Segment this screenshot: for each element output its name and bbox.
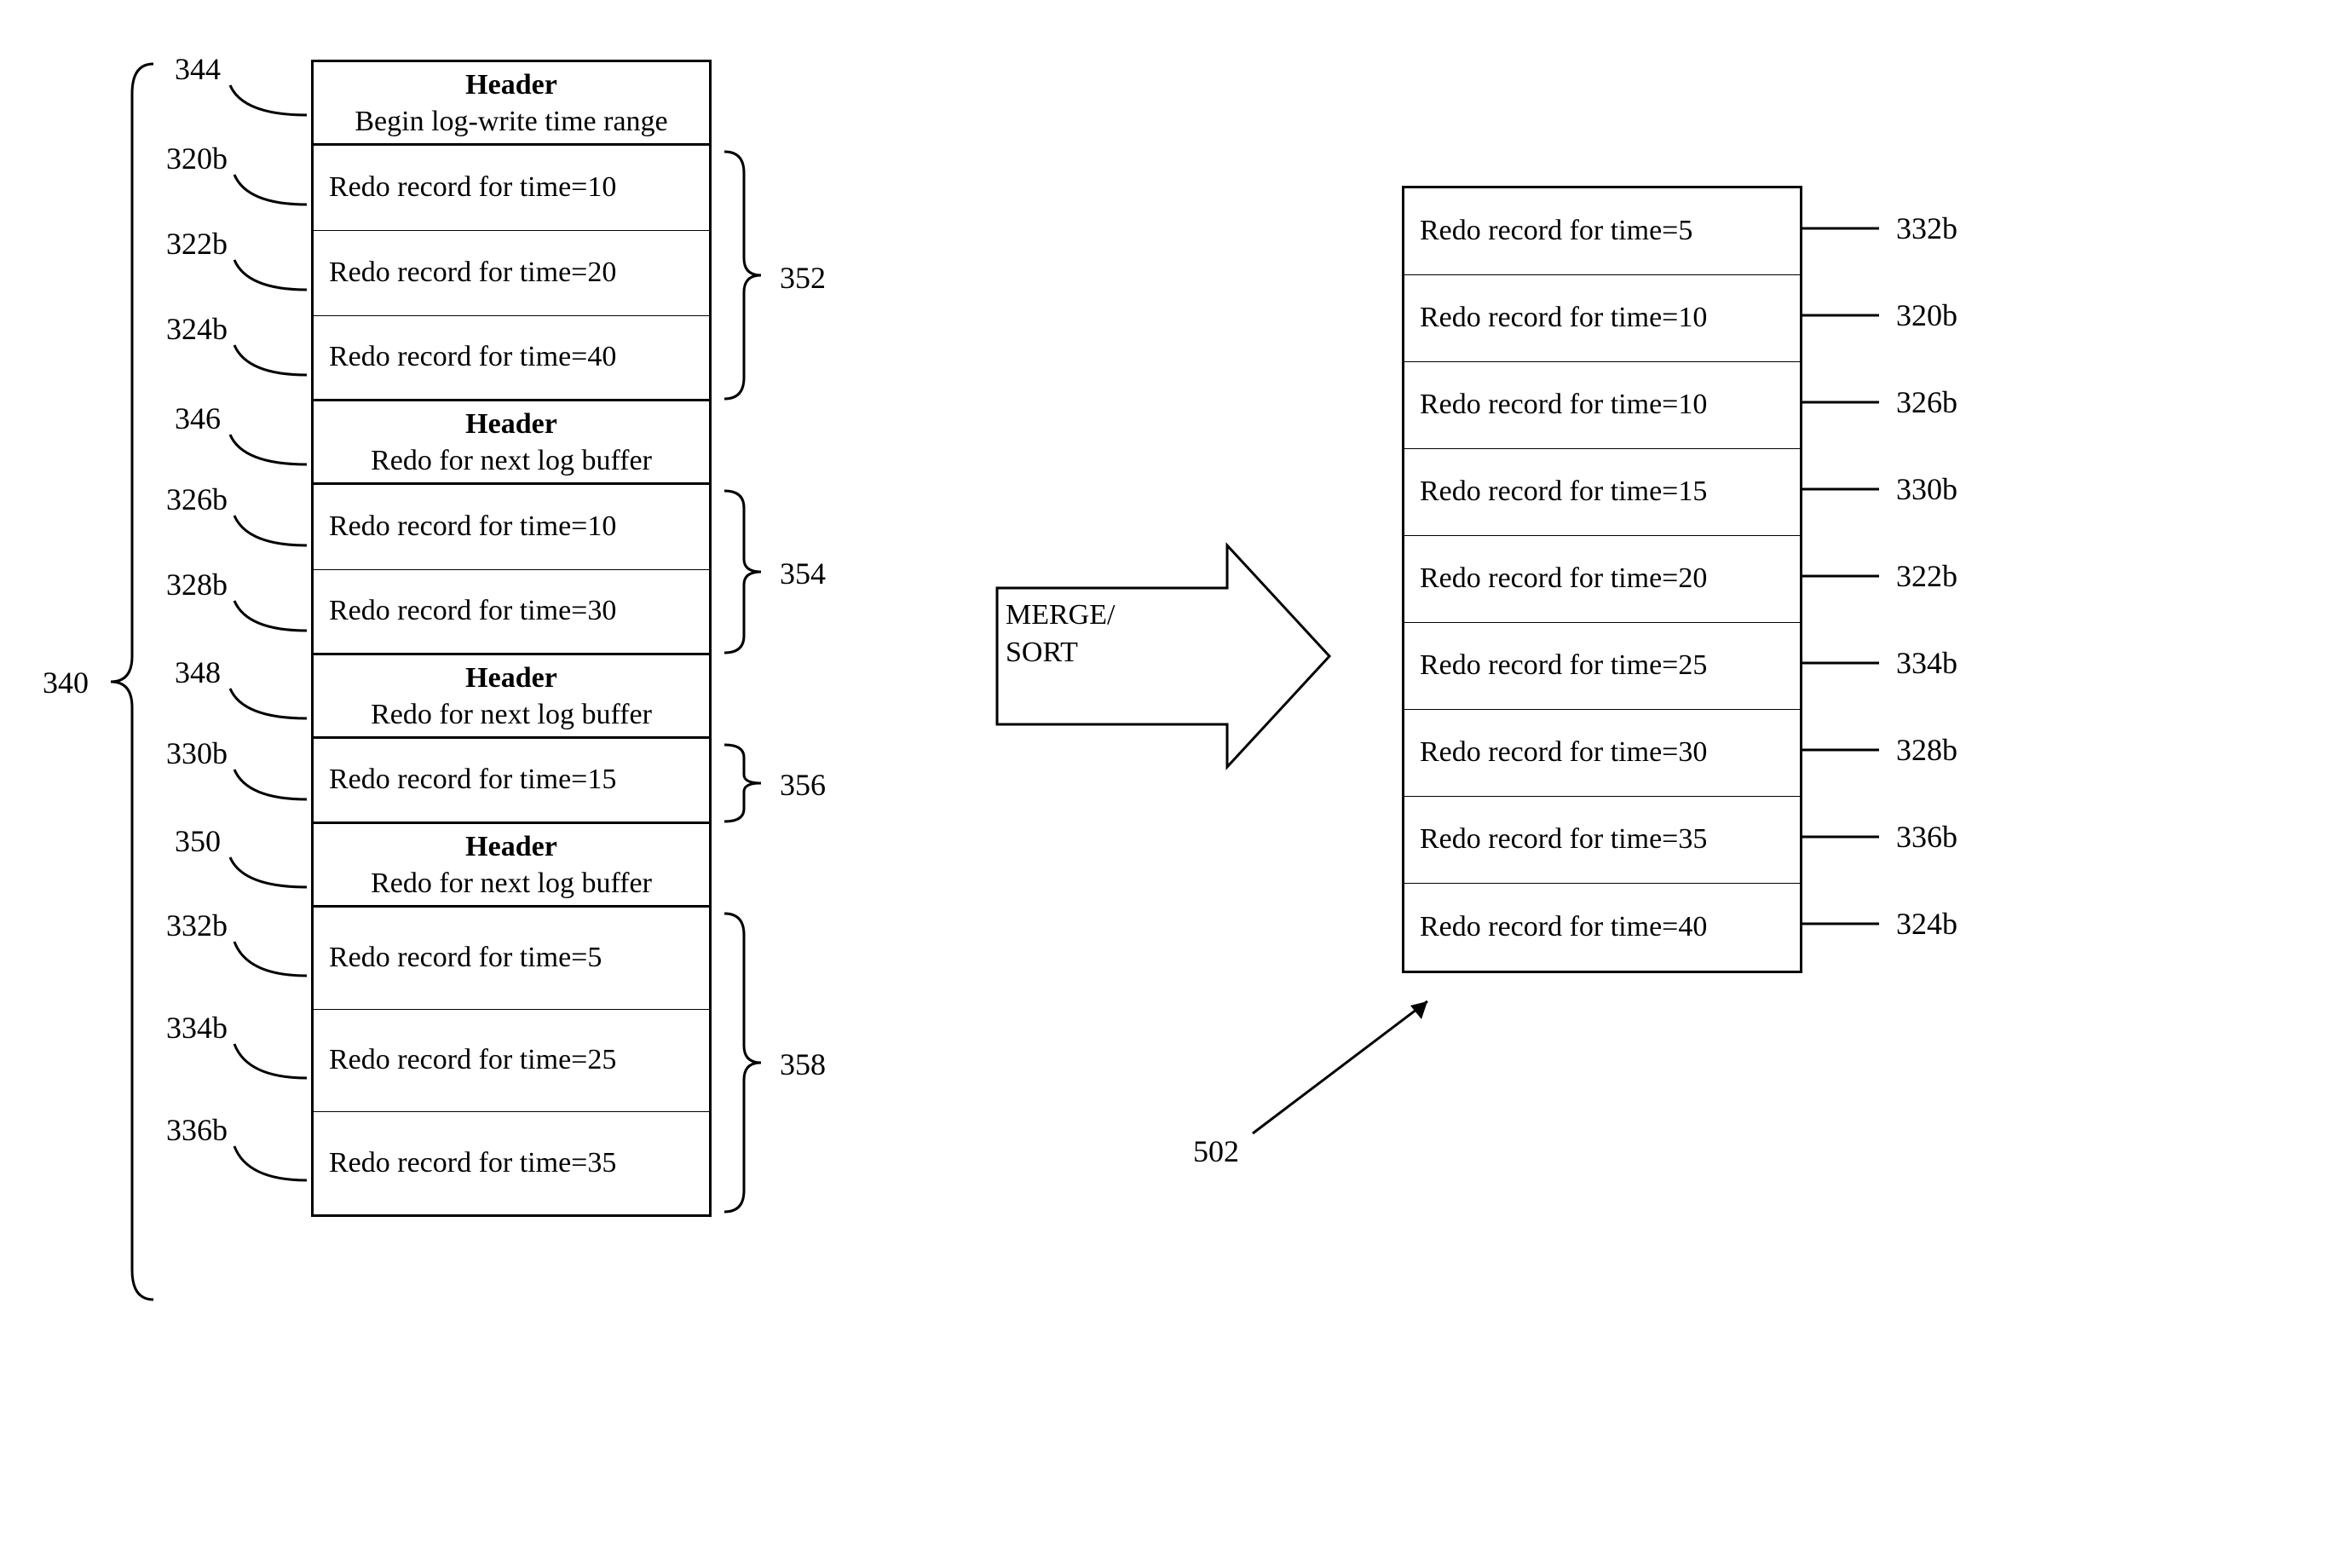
- arrow-text: MERGE/ SORT: [1006, 597, 1115, 672]
- ref-label: 336b: [1896, 819, 1957, 855]
- leader-icon: [1802, 660, 1879, 666]
- header-title: Header: [329, 67, 694, 104]
- leader-icon: [226, 684, 311, 727]
- arrow-label-line2: SORT: [1006, 637, 1078, 668]
- ref-label: 344: [175, 51, 221, 87]
- leader-icon: [226, 81, 311, 124]
- leader-icon: [1802, 921, 1879, 926]
- record-cell: Redo record for time=10: [314, 146, 709, 231]
- leader-icon: [230, 765, 311, 808]
- record-cell: Redo record for time=20: [314, 231, 709, 316]
- merge-sort-diagram: Header Begin log-write time range Redo r…: [26, 34, 2309, 1534]
- leader-icon: [1802, 226, 1879, 231]
- record-cell: Redo record for time=5: [1404, 188, 1800, 275]
- ref-label: 322b: [1896, 558, 1957, 594]
- record-cell: Redo record for time=25: [1404, 623, 1800, 710]
- header-sub: Begin log-write time range: [329, 104, 694, 141]
- ref-label: 322b: [166, 226, 228, 262]
- record-cell: Redo record for time=20: [1404, 536, 1800, 623]
- leader-icon: [1802, 400, 1879, 405]
- brace-358-icon: [720, 909, 763, 1216]
- ref-label: 354: [780, 556, 826, 591]
- record-cell: Redo record for time=30: [1404, 710, 1800, 797]
- record-cell: Redo record for time=15: [314, 739, 709, 824]
- record-cell: Redo record for time=10: [1404, 275, 1800, 362]
- leader-icon: [1802, 313, 1879, 318]
- header-title: Header: [329, 660, 694, 697]
- record-cell: Redo record for time=15: [1404, 449, 1800, 536]
- ref-label: 324b: [166, 311, 228, 347]
- ref-label: 330b: [166, 735, 228, 771]
- header-cell-344: Header Begin log-write time range: [314, 62, 709, 146]
- header-sub: Redo for next log buffer: [329, 866, 694, 902]
- ref-label: 328b: [1896, 732, 1957, 768]
- record-cell: Redo record for time=10: [314, 485, 709, 570]
- right-sorted-table: Redo record for time=5 Redo record for t…: [1402, 186, 1802, 973]
- ref-label: 358: [780, 1046, 826, 1082]
- ref-label: 330b: [1896, 471, 1957, 507]
- merge-sort-arrow: MERGE/ SORT: [980, 537, 1338, 775]
- leader-icon: [1802, 834, 1879, 839]
- header-cell-346: Header Redo for next log buffer: [314, 401, 709, 485]
- ref-label: 336b: [166, 1112, 228, 1148]
- ref-label: 326b: [166, 481, 228, 517]
- ref-label: 350: [175, 823, 221, 859]
- ref-label: 326b: [1896, 384, 1957, 420]
- record-cell: Redo record for time=40: [314, 316, 709, 401]
- leader-icon: [226, 853, 311, 896]
- leader-icon: [230, 170, 311, 213]
- header-title: Header: [329, 829, 694, 866]
- record-cell: Redo record for time=25: [314, 1010, 709, 1112]
- header-title: Header: [329, 406, 694, 443]
- ref-label-340: 340: [43, 665, 89, 700]
- leader-icon: [230, 1040, 311, 1087]
- record-cell: Redo record for time=30: [314, 570, 709, 655]
- left-log-table: Header Begin log-write time range Redo r…: [311, 60, 712, 1217]
- brace-352-icon: [720, 147, 763, 403]
- leader-icon: [230, 256, 311, 298]
- ref-label: 352: [780, 260, 826, 296]
- ref-label: 320b: [1896, 297, 1957, 333]
- leader-icon: [230, 341, 311, 383]
- record-cell: Redo record for time=40: [1404, 884, 1800, 971]
- header-sub: Redo for next log buffer: [329, 697, 694, 734]
- header-cell-348: Header Redo for next log buffer: [314, 655, 709, 739]
- record-cell: Redo record for time=35: [314, 1112, 709, 1214]
- ref-label: 332b: [166, 908, 228, 943]
- brace-356-icon: [720, 741, 763, 826]
- ref-label-502: 502: [1193, 1133, 1239, 1169]
- leader-icon: [230, 937, 311, 984]
- ref-label: 320b: [166, 141, 228, 176]
- brace-340-icon: [107, 60, 158, 1304]
- leader-icon: [226, 430, 311, 473]
- leader-icon: [1802, 747, 1879, 752]
- brace-354-icon: [720, 487, 763, 657]
- ref-label: 356: [780, 767, 826, 803]
- leader-icon: [230, 1142, 311, 1189]
- ref-label: 332b: [1896, 210, 1957, 246]
- ref-label: 324b: [1896, 906, 1957, 942]
- leader-icon: [1802, 574, 1879, 579]
- record-cell: Redo record for time=35: [1404, 797, 1800, 884]
- ref-label: 348: [175, 654, 221, 690]
- record-cell: Redo record for time=10: [1404, 362, 1800, 449]
- ref-label: 346: [175, 401, 221, 436]
- ref-label: 334b: [166, 1010, 228, 1046]
- ref-label: 328b: [166, 567, 228, 602]
- ref-label: 334b: [1896, 645, 1957, 681]
- record-cell: Redo record for time=5: [314, 908, 709, 1010]
- arrow-label-line1: MERGE/: [1006, 599, 1115, 631]
- leader-icon: [230, 511, 311, 554]
- indicator-arrow-icon: [1236, 989, 1449, 1142]
- header-sub: Redo for next log buffer: [329, 443, 694, 480]
- leader-icon: [230, 597, 311, 639]
- header-cell-350: Header Redo for next log buffer: [314, 824, 709, 908]
- leader-icon: [1802, 487, 1879, 492]
